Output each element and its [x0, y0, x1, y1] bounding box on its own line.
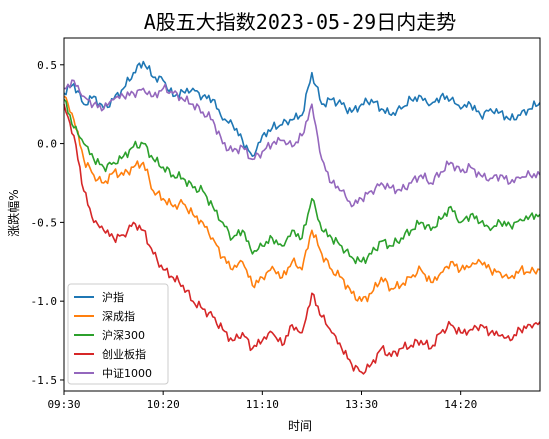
x-tick-label: 10:20	[147, 398, 180, 411]
x-tick-label: 13:30	[345, 398, 378, 411]
plot-frame	[63, 37, 541, 392]
x-tick-label: 11:10	[246, 398, 279, 411]
series-line-4	[63, 104, 541, 375]
legend-label-1: 沪指	[102, 290, 124, 304]
plot-area: 0.5 0.0 -0.5 -1.0 -1.5 09:30 10:20 11:10 13:30 14…	[31, 37, 541, 411]
x-tick-label: 09:30	[47, 398, 80, 411]
y-tick-label: -1.0	[31, 295, 58, 308]
legend-box	[67, 283, 169, 385]
legend-label-4: 创业板指	[102, 347, 146, 361]
y-tick-label: -1.5	[31, 374, 58, 387]
y-tick-label: -0.5	[31, 216, 58, 229]
chart-title: A股五大指数2023-05-29日内走势	[144, 10, 456, 34]
series-line-3	[63, 98, 541, 265]
legend-label-2: 深成指	[102, 309, 135, 323]
x-axis-label: 时间	[288, 419, 312, 433]
series-line-2	[63, 95, 541, 303]
series-line-5	[63, 79, 541, 208]
x-tick-label: 14:20	[444, 398, 477, 411]
y-tick-label: 0.0	[37, 138, 57, 151]
y-axis-label: 涨跌幅%	[6, 189, 21, 236]
series-line-1	[63, 60, 541, 157]
legend-label-3: 沪深300	[102, 328, 145, 342]
y-tick-label: 0.5	[37, 59, 57, 72]
legend-label-5: 中证1000	[102, 367, 152, 380]
